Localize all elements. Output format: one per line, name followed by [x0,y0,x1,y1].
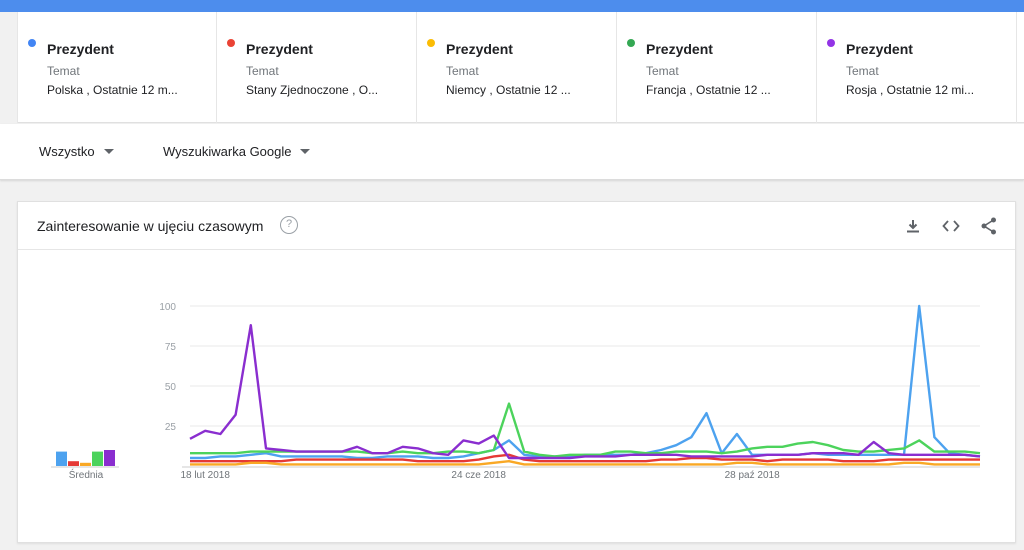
series-color-dot [627,39,635,47]
y-tick-label: 75 [165,342,177,353]
series-line-2 [190,453,980,463]
term-card-5[interactable]: Prezydent Temat Rosja , Ostatnie 12 mi..… [817,12,1017,123]
series-color-dot [427,39,435,47]
y-tick-label: 100 [159,302,176,313]
compare-terms-bar: Prezydent Temat Polska , Ostatnie 12 m..… [17,12,1024,123]
term-type: Temat [846,64,879,78]
term-name: Prezydent [246,41,313,57]
average-bar-3 [80,462,91,466]
term-scope: Niemcy , Ostatnie 12 ... [446,83,571,97]
series-color-dot [227,39,235,47]
series-color-dot [827,39,835,47]
top-accent-bar [0,0,1024,12]
term-scope: Polska , Ostatnie 12 m... [47,83,178,97]
x-tick-label: 18 lut 2018 [180,470,230,481]
interest-over-time-card: Zainteresowanie w ujęciu czasowym ? 25 50… [17,201,1016,543]
term-scope: Rosja , Ostatnie 12 mi... [846,83,975,97]
card-title: Zainteresowanie w ujęciu czasowym [37,218,264,234]
series-color-dot [28,39,36,47]
download-icon[interactable] [902,215,924,237]
card-header: Zainteresowanie w ujęciu czasowym ? [18,202,1015,250]
series-line-4 [190,402,981,458]
filter-bar: Wszystko Wyszukiwarka Google [0,124,1024,180]
series-line-1 [190,304,981,460]
series-line-3 [190,460,980,466]
caret-down-icon [300,149,311,154]
x-tick-label: 24 cze 2018 [451,470,506,481]
term-name: Prezydent [846,41,913,57]
average-bar-4 [92,451,103,466]
x-tick-label: 28 paź 2018 [725,470,780,481]
average-label: Średnia [69,468,104,481]
y-tick-label: 25 [165,422,177,433]
term-scope: Francja , Ostatnie 12 ... [646,83,771,97]
average-bar-1 [56,451,67,466]
term-type: Temat [646,64,679,78]
term-card-4[interactable]: Prezydent Temat Francja , Ostatnie 12 ..… [617,12,817,123]
term-scope: Stany Zjednoczone , O... [246,83,379,97]
property-dropdown[interactable]: Wyszukiwarka Google [163,144,311,159]
term-type: Temat [246,64,279,78]
series-line-5 [189,323,981,460]
term-card-3[interactable]: Prezydent Temat Niemcy , Ostatnie 12 ... [417,12,617,123]
property-dropdown-label: Wyszukiwarka Google [163,144,292,159]
help-circle-icon[interactable]: ? [280,216,298,234]
term-card-1[interactable]: Prezydent Temat Polska , Ostatnie 12 m..… [17,12,217,123]
average-bar-5 [104,450,115,466]
average-bar-2 [68,461,79,466]
term-type: Temat [47,64,80,78]
category-dropdown[interactable]: Wszystko [39,144,114,159]
embed-code-icon[interactable] [940,215,962,237]
term-name: Prezydent [47,41,114,57]
term-type: Temat [446,64,479,78]
interest-chart: 25 50 75 100 18 lut 2018 24 cze 2018 28 paź 20… [51,302,981,481]
y-tick-label: 50 [165,382,177,393]
term-name: Prezydent [646,41,713,57]
share-icon[interactable] [978,215,1000,237]
term-name: Prezydent [446,41,513,57]
category-dropdown-label: Wszystko [39,144,95,159]
caret-down-icon [103,149,114,154]
term-card-2[interactable]: Prezydent Temat Stany Zjednoczone , O... [217,12,417,123]
